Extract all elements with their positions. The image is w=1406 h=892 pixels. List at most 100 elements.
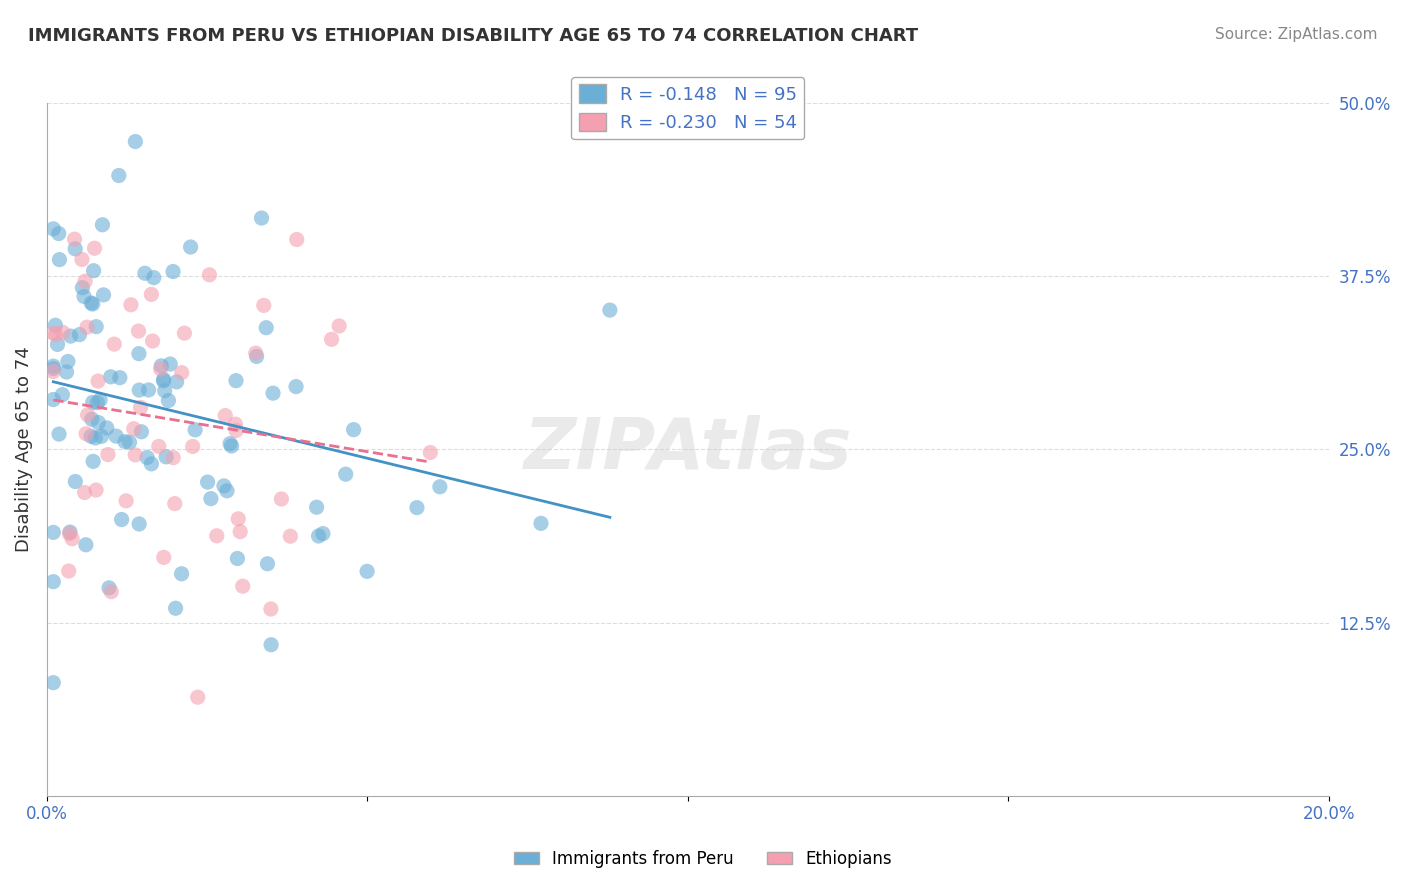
Immigrants from Peru	[86, 395, 108, 409]
Ethiopians	[419, 445, 441, 459]
Immigrants from Peru	[221, 439, 243, 453]
Immigrants from Peru	[152, 372, 174, 386]
Immigrants from Peru	[141, 457, 163, 471]
Immigrants from Peru	[599, 303, 621, 318]
Immigrants from Peru	[245, 350, 267, 364]
Immigrants from Peru	[335, 467, 357, 482]
Ethiopians	[260, 602, 283, 616]
Immigrants from Peru	[153, 384, 176, 398]
Immigrants from Peru	[166, 375, 188, 389]
Immigrants from Peru	[73, 289, 96, 303]
Immigrants from Peru	[87, 416, 110, 430]
Immigrants from Peru	[80, 412, 103, 426]
Immigrants from Peru	[155, 450, 177, 464]
Ethiopians	[198, 268, 221, 282]
Ethiopians	[149, 362, 172, 376]
Ethiopians	[224, 417, 246, 432]
Ethiopians	[75, 426, 97, 441]
Ethiopians	[187, 690, 209, 705]
Ethiopians	[124, 448, 146, 462]
Immigrants from Peru	[128, 516, 150, 531]
Ethiopians	[76, 320, 98, 334]
Ethiopians	[162, 450, 184, 465]
Ethiopians	[128, 324, 150, 338]
Immigrants from Peru	[406, 500, 429, 515]
Immigrants from Peru	[131, 425, 153, 439]
Ethiopians	[75, 274, 97, 288]
Immigrants from Peru	[108, 370, 131, 384]
Immigrants from Peru	[197, 475, 219, 489]
Immigrants from Peru	[48, 227, 70, 241]
Ethiopians	[42, 326, 65, 340]
Ethiopians	[76, 408, 98, 422]
Immigrants from Peru	[114, 434, 136, 449]
Ethiopians	[205, 529, 228, 543]
Ethiopians	[58, 564, 80, 578]
Immigrants from Peru	[108, 169, 131, 183]
Ethiopians	[253, 298, 276, 312]
Immigrants from Peru	[152, 374, 174, 388]
Immigrants from Peru	[150, 359, 173, 373]
Text: IMMIGRANTS FROM PERU VS ETHIOPIAN DISABILITY AGE 65 TO 74 CORRELATION CHART: IMMIGRANTS FROM PERU VS ETHIOPIAN DISABI…	[28, 27, 918, 45]
Immigrants from Peru	[59, 525, 82, 540]
Immigrants from Peru	[134, 266, 156, 280]
Immigrants from Peru	[260, 638, 283, 652]
Ethiopians	[229, 524, 252, 539]
Ethiopians	[100, 584, 122, 599]
Immigrants from Peru	[226, 551, 249, 566]
Immigrants from Peru	[165, 601, 187, 615]
Ethiopians	[122, 422, 145, 436]
Ethiopians	[103, 337, 125, 351]
Ethiopians	[163, 497, 186, 511]
Immigrants from Peru	[180, 240, 202, 254]
Immigrants from Peru	[42, 675, 65, 690]
Legend: Immigrants from Peru, Ethiopians: Immigrants from Peru, Ethiopians	[508, 844, 898, 875]
Immigrants from Peru	[42, 525, 65, 540]
Immigrants from Peru	[65, 475, 87, 489]
Ethiopians	[328, 318, 350, 333]
Immigrants from Peru	[96, 421, 118, 435]
Ethiopians	[148, 439, 170, 453]
Ethiopians	[278, 529, 301, 543]
Immigrants from Peru	[305, 500, 328, 515]
Immigrants from Peru	[72, 281, 94, 295]
Ethiopians	[245, 346, 267, 360]
Text: Source: ZipAtlas.com: Source: ZipAtlas.com	[1215, 27, 1378, 42]
Immigrants from Peru	[91, 218, 114, 232]
Ethiopians	[225, 424, 247, 438]
Immigrants from Peru	[285, 379, 308, 393]
Ethiopians	[70, 252, 93, 267]
Immigrants from Peru	[63, 242, 86, 256]
Immigrants from Peru	[136, 450, 159, 465]
Immigrants from Peru	[42, 222, 65, 236]
Immigrants from Peru	[90, 429, 112, 443]
Ethiopians	[42, 365, 65, 379]
Ethiopians	[52, 326, 75, 340]
Immigrants from Peru	[55, 365, 77, 379]
Ethiopians	[45, 327, 67, 342]
Ethiopians	[120, 298, 142, 312]
Immigrants from Peru	[343, 423, 366, 437]
Ethiopians	[129, 401, 152, 415]
Immigrants from Peru	[42, 361, 65, 376]
Immigrants from Peru	[212, 479, 235, 493]
Immigrants from Peru	[48, 252, 70, 267]
Immigrants from Peru	[530, 516, 553, 531]
Immigrants from Peru	[80, 296, 103, 310]
Immigrants from Peru	[118, 435, 141, 450]
Ethiopians	[141, 287, 163, 301]
Immigrants from Peru	[312, 526, 335, 541]
Immigrants from Peru	[219, 436, 242, 450]
Immigrants from Peru	[256, 557, 278, 571]
Immigrants from Peru	[59, 329, 82, 343]
Immigrants from Peru	[262, 386, 284, 401]
Immigrants from Peru	[82, 454, 104, 468]
Immigrants from Peru	[142, 270, 165, 285]
Immigrants from Peru	[254, 320, 277, 334]
Immigrants from Peru	[69, 327, 91, 342]
Ethiopians	[170, 366, 193, 380]
Immigrants from Peru	[215, 483, 238, 498]
Immigrants from Peru	[138, 383, 160, 397]
Immigrants from Peru	[111, 512, 134, 526]
Immigrants from Peru	[42, 574, 65, 589]
